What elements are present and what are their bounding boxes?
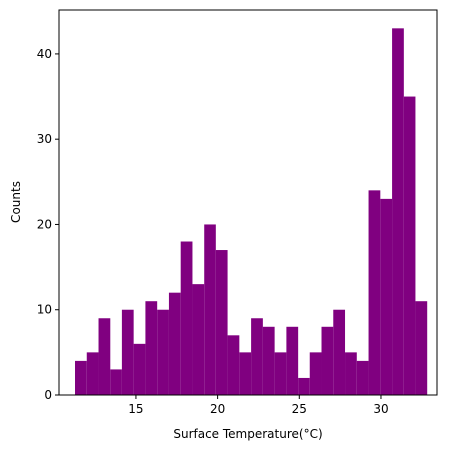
- y-tick-label: 0: [44, 388, 52, 402]
- x-tick-label: 15: [128, 402, 143, 416]
- bar: [121, 309, 134, 395]
- bar: [415, 301, 428, 395]
- bar: [98, 318, 111, 395]
- bar: [274, 352, 287, 395]
- y-axis-label: Counts: [9, 181, 23, 223]
- bar: [309, 352, 322, 395]
- bar: [227, 335, 240, 395]
- bar: [380, 198, 393, 395]
- bar: [251, 318, 263, 395]
- bar: [392, 28, 404, 395]
- bar: [168, 292, 181, 395]
- bar: [145, 301, 158, 395]
- bar: [204, 224, 216, 395]
- bar: [321, 326, 334, 395]
- bar: [75, 360, 87, 395]
- x-axis-label: Surface Temperature(°C): [173, 427, 322, 441]
- bar: [403, 96, 416, 395]
- bar: [298, 377, 310, 395]
- y-tick-label: 30: [37, 132, 52, 146]
- x-tick-label: 30: [373, 402, 388, 416]
- plot-frame: [58, 9, 438, 396]
- bar: [368, 190, 381, 395]
- bar: [110, 369, 122, 395]
- x-tick-label: 20: [210, 402, 225, 416]
- bar: [192, 284, 205, 395]
- bar: [262, 326, 275, 395]
- bar: [345, 352, 357, 395]
- x-tick-label: 25: [292, 402, 307, 416]
- y-tick-label: 20: [37, 217, 52, 231]
- bar: [157, 309, 169, 395]
- bar: [215, 250, 228, 395]
- bar: [356, 360, 369, 395]
- y-tick-label: 10: [37, 303, 52, 317]
- y-tick-label: 40: [37, 47, 52, 61]
- bar: [239, 352, 252, 395]
- bar: [180, 241, 193, 395]
- bar: [286, 326, 299, 395]
- bar: [86, 352, 99, 395]
- bar: [133, 343, 146, 395]
- bar: [333, 309, 346, 395]
